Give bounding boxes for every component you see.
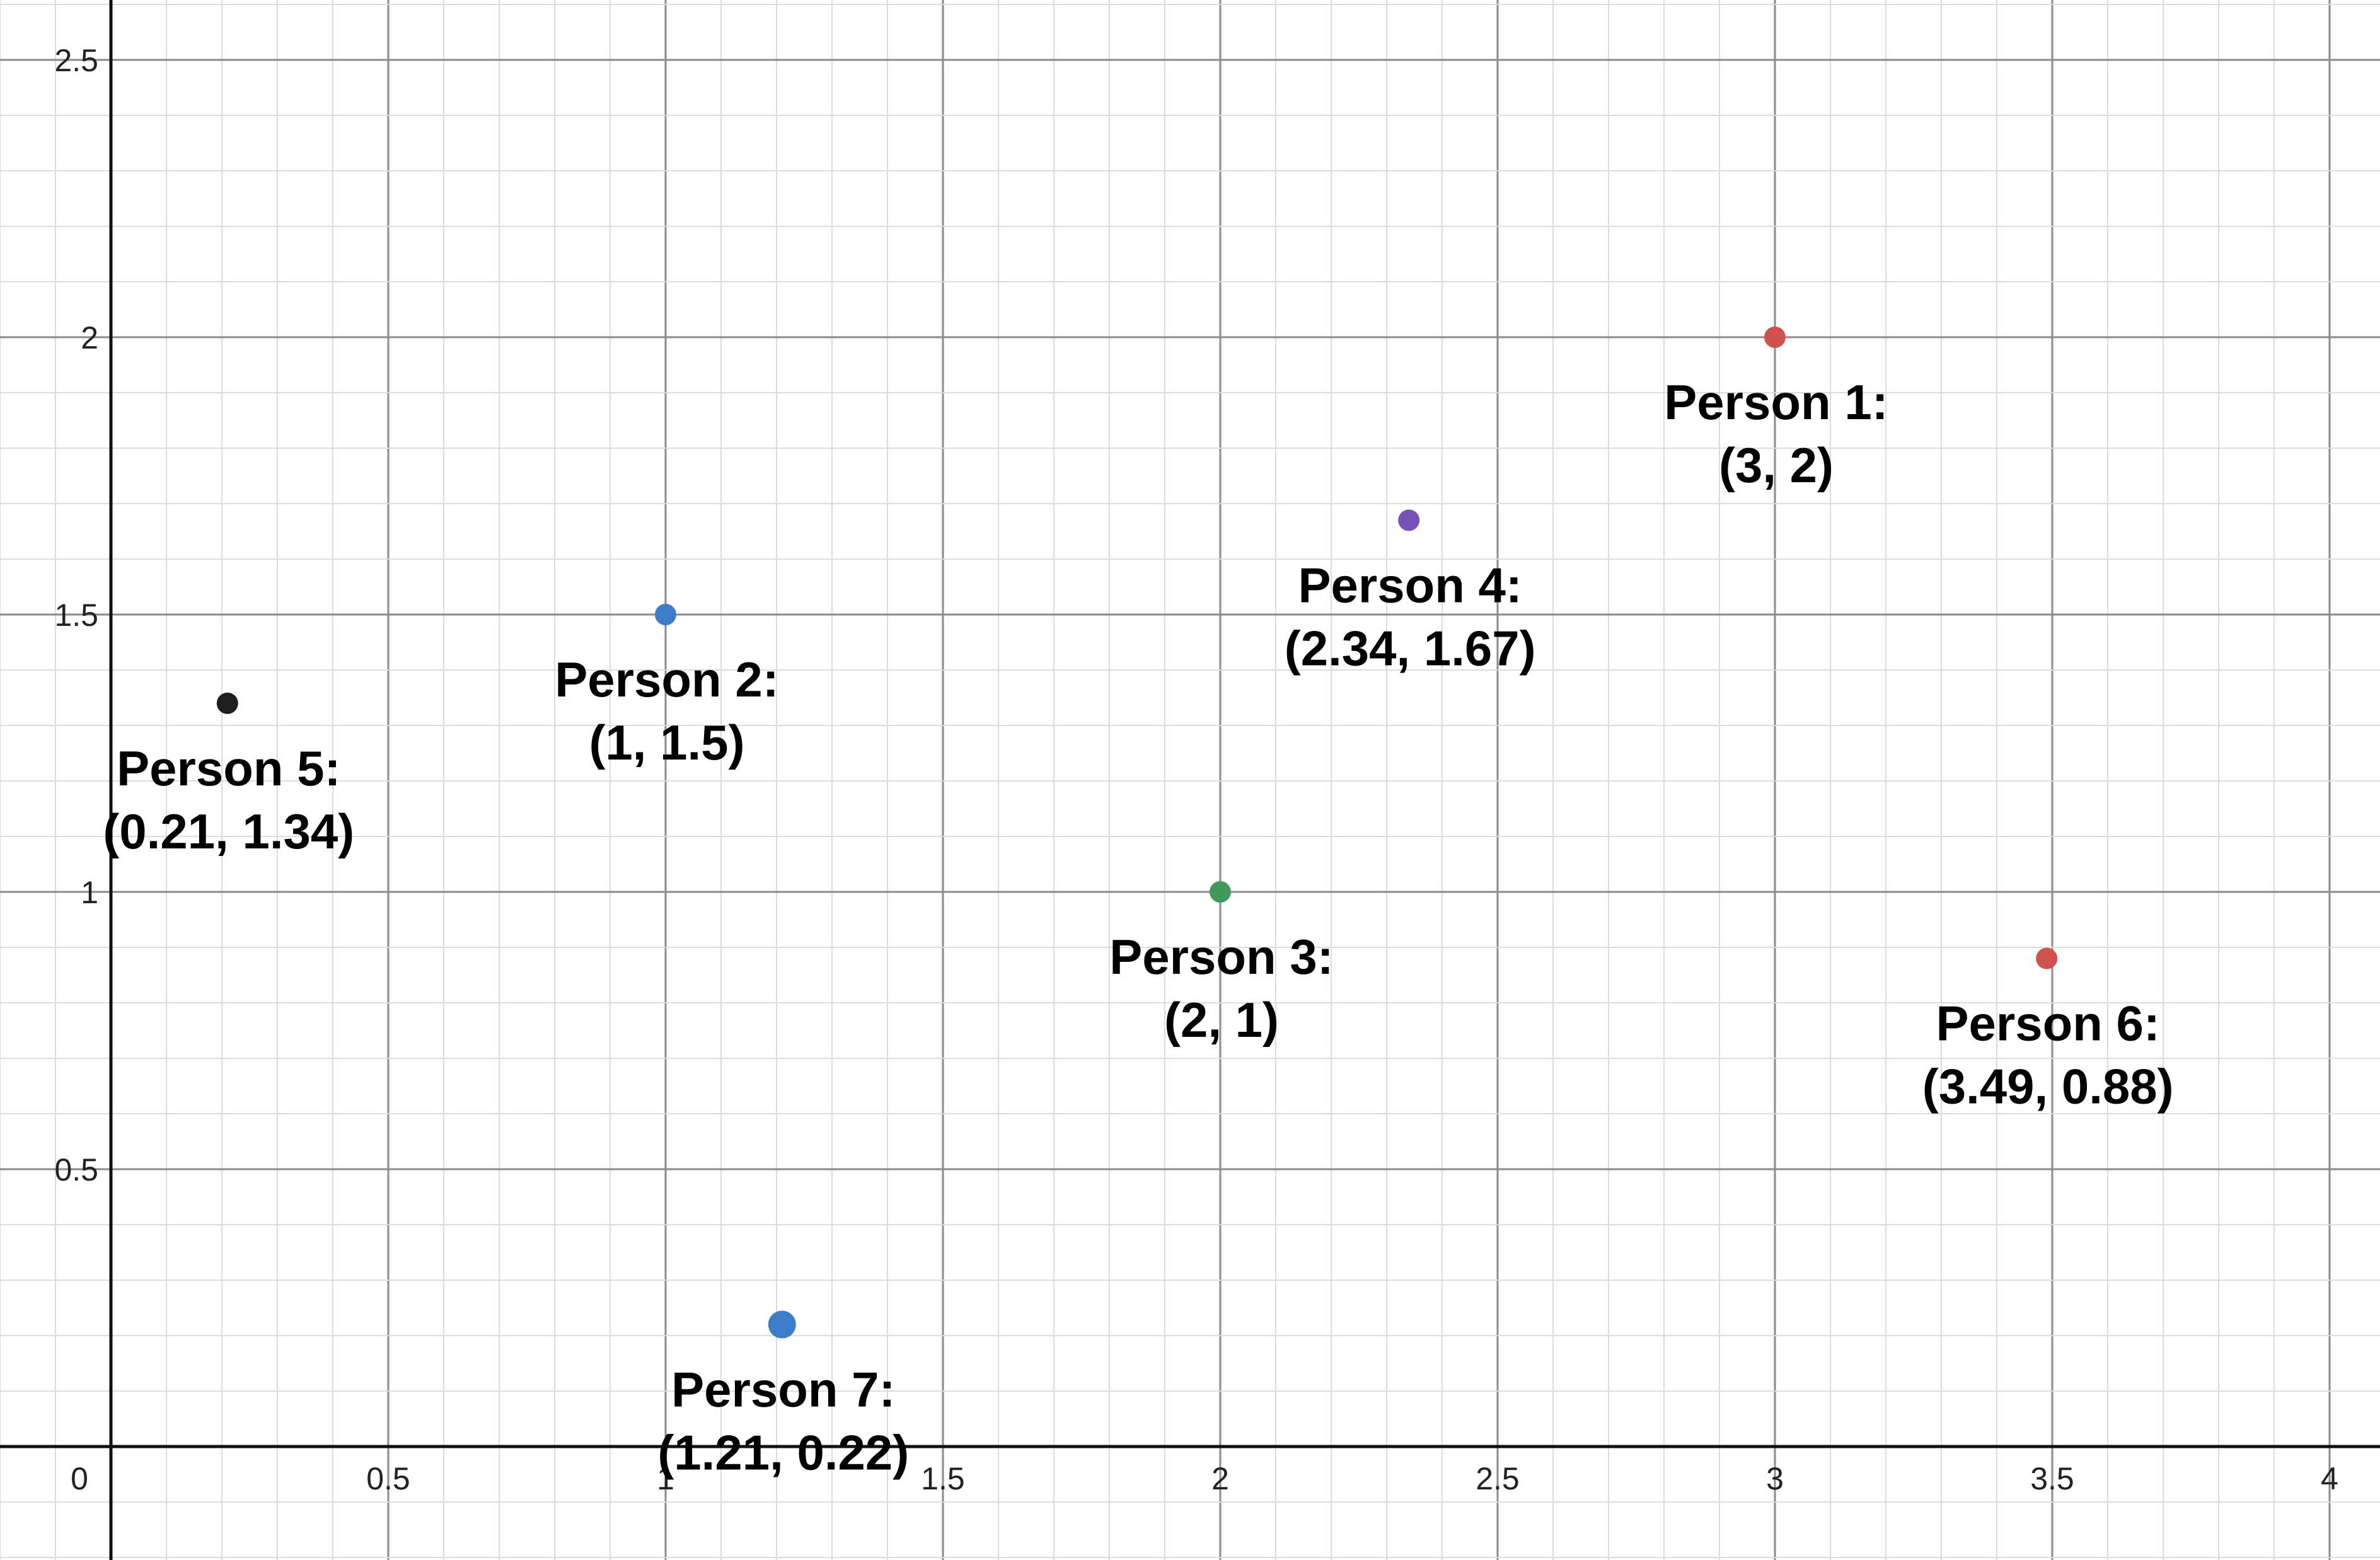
data-point	[1398, 509, 1420, 531]
point-label-coords: (2.34, 1.67)	[1285, 620, 1536, 676]
data-points: Person 1: (3, 2) Person 2: (1, 1.5) Person 3…	[103, 326, 2174, 1480]
point-label-name: Person 1:	[1664, 374, 1888, 430]
y-tick-label: 1	[81, 875, 98, 910]
x-tick-label: 1.5	[921, 1461, 965, 1496]
point-label-name: Person 7:	[671, 1361, 895, 1417]
x-tick-label: 3.5	[2030, 1461, 2074, 1496]
data-point	[216, 692, 238, 714]
point-label-coords: (2, 1)	[1164, 992, 1279, 1048]
point-label-coords: (1.21, 0.22)	[657, 1424, 909, 1480]
x-tick-label: 1	[657, 1461, 674, 1496]
data-point	[1764, 326, 1786, 348]
point-label-name: Person 3:	[1109, 929, 1333, 985]
x-tick-label: 4	[2321, 1461, 2338, 1496]
data-point	[768, 1310, 796, 1339]
point-label-name: Person 2:	[555, 652, 778, 707]
point-label-coords: (1, 1.5)	[589, 715, 744, 770]
origin-label: 0	[71, 1461, 88, 1496]
tick-labels: 0 0.5 1 1.5 2 2.5 3 3.5 4 0.5 1 1.5 2 2.5	[54, 43, 2338, 1496]
point-label-name: Person 6:	[1936, 996, 2159, 1051]
point-label-coords: (3.49, 0.88)	[1922, 1059, 2174, 1114]
point-label-coords: (0.21, 1.34)	[103, 804, 354, 859]
point-label-coords: (3, 2)	[1719, 437, 1834, 493]
x-tick-label: 0.5	[366, 1461, 410, 1496]
x-tick-label: 3	[1766, 1461, 1784, 1496]
y-tick-label: 0.5	[54, 1152, 98, 1187]
data-point	[1210, 881, 1231, 903]
point-label-name: Person 5:	[117, 741, 340, 796]
y-tick-label: 2	[81, 320, 98, 355]
y-tick-label: 2.5	[54, 43, 98, 78]
point-label-name: Person 4:	[1298, 557, 1522, 613]
data-point	[2036, 947, 2058, 969]
x-tick-label: 2.5	[1476, 1461, 1520, 1496]
y-tick-label: 1.5	[54, 598, 98, 633]
x-tick-label: 2	[1211, 1461, 1229, 1496]
data-point	[655, 604, 676, 625]
